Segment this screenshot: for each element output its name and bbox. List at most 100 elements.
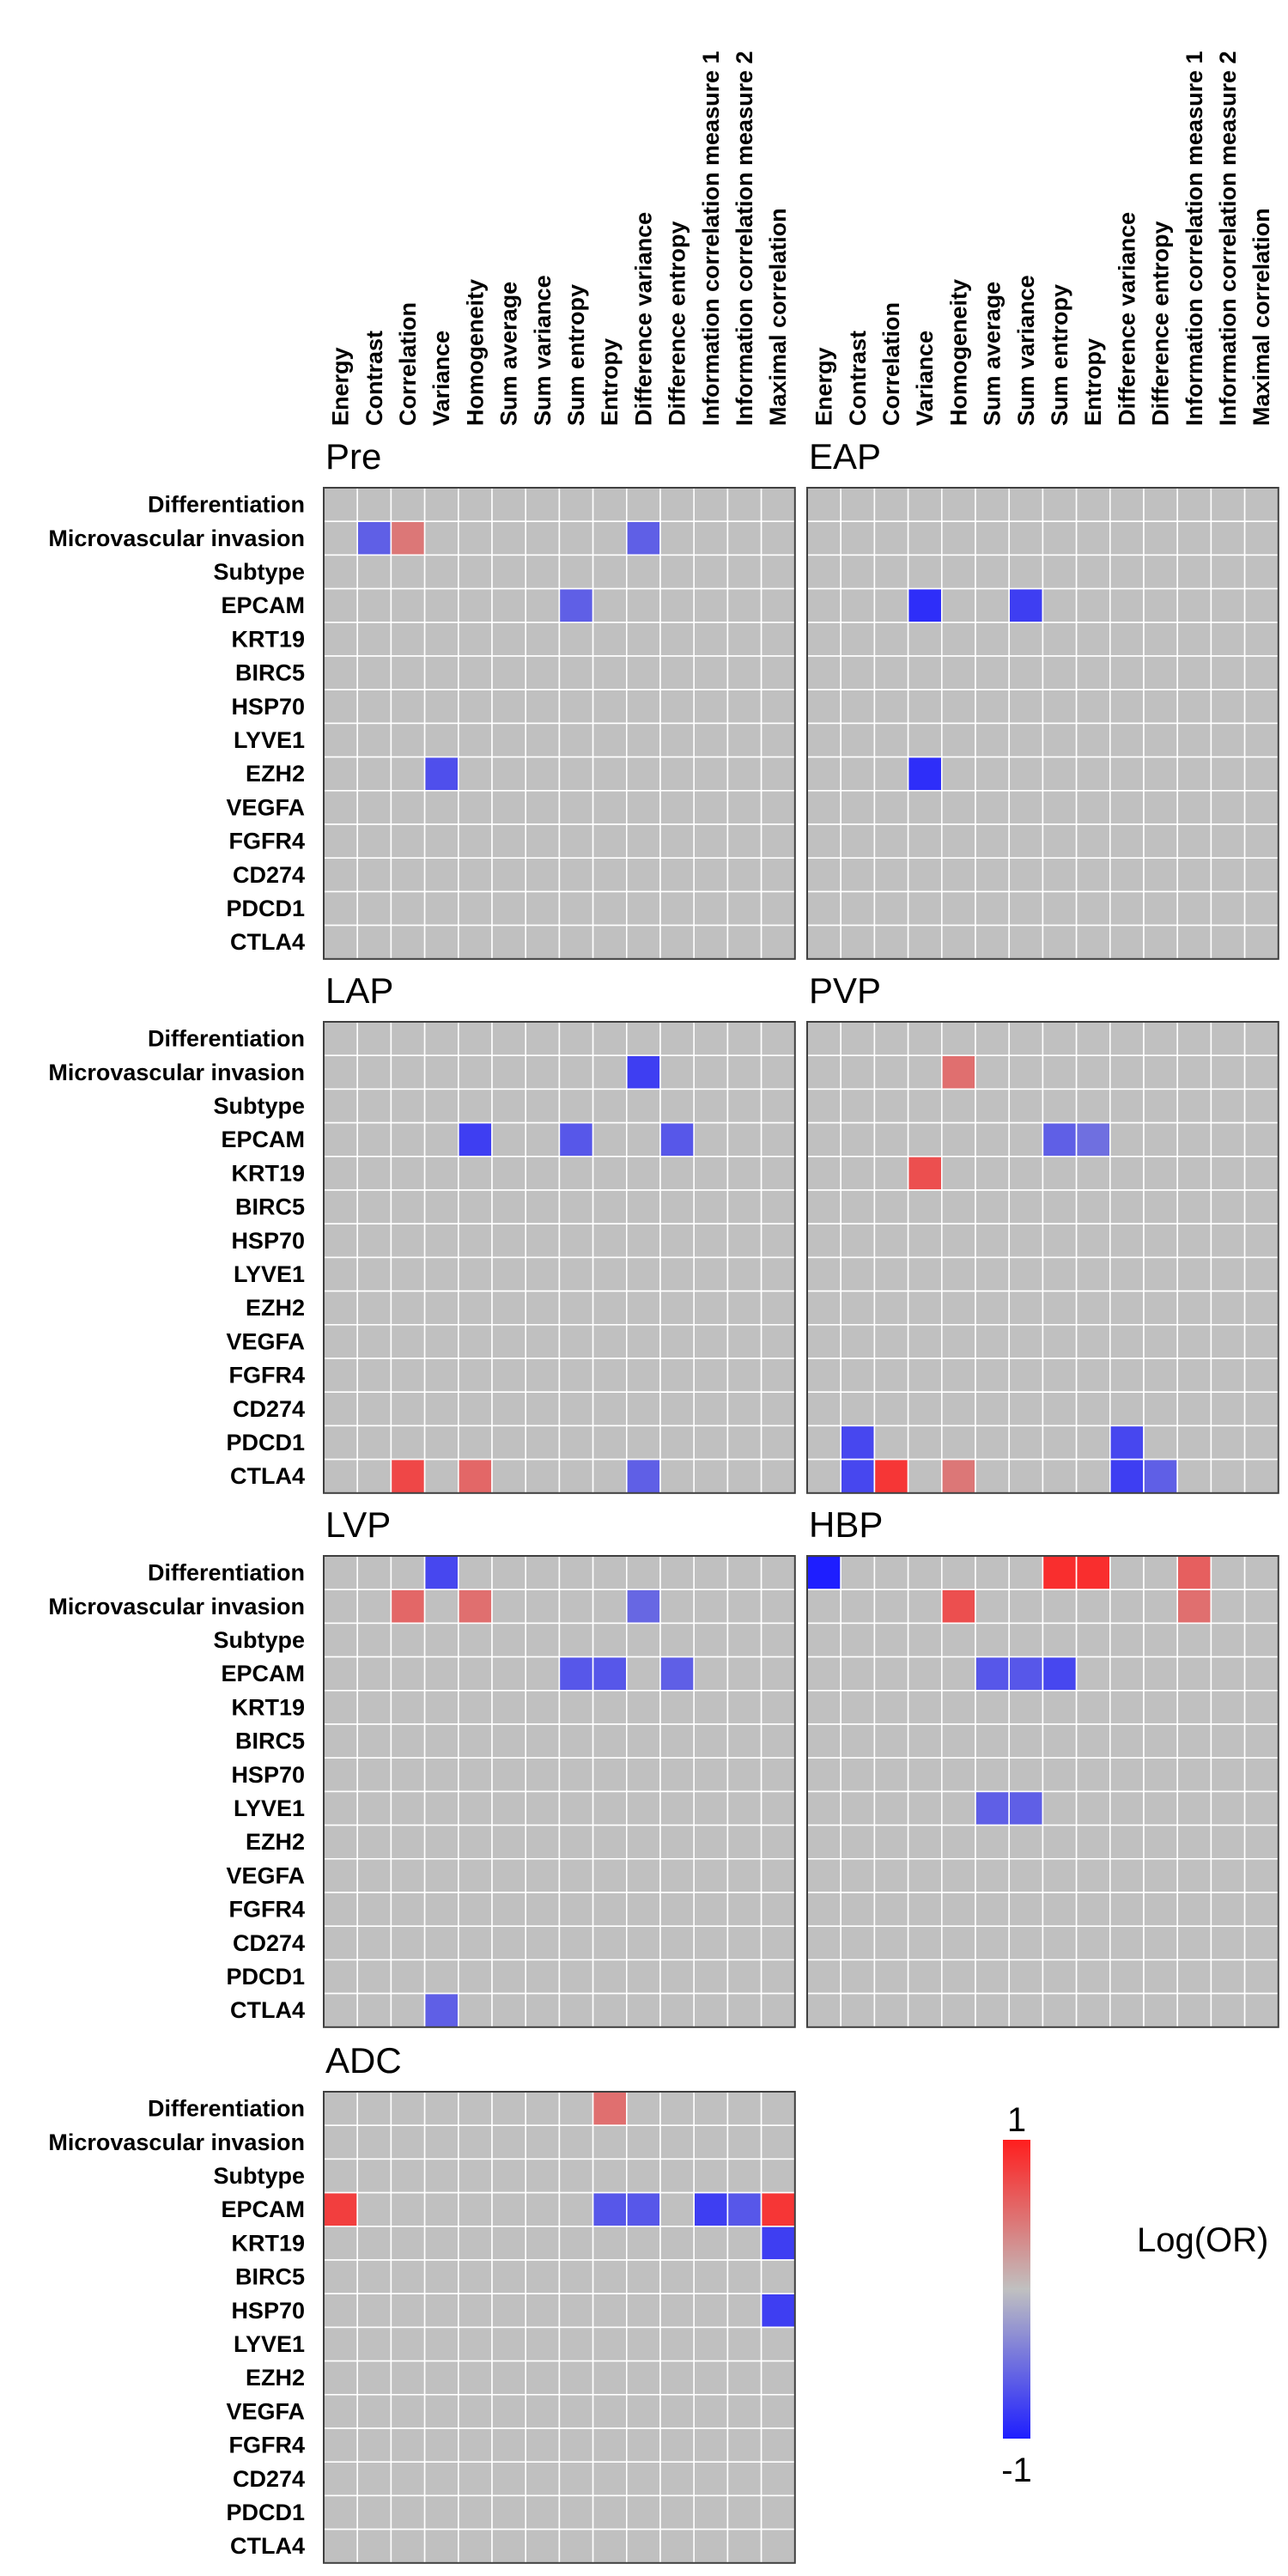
heatmap-cell	[558, 1824, 594, 1860]
heatmap-cell	[1008, 1189, 1044, 1225]
heatmap-cell	[457, 1992, 493, 2028]
heatmap-cell	[625, 1690, 661, 1725]
heatmap-cell	[323, 789, 359, 825]
heatmap-cell	[1243, 857, 1279, 893]
heatmap-cell	[457, 1088, 493, 1124]
heatmap-cell	[726, 487, 762, 523]
heatmap-cell	[1008, 1156, 1044, 1191]
heatmap-cell	[423, 621, 459, 657]
heatmap-cell	[592, 890, 628, 927]
heatmap-cell	[457, 2191, 493, 2227]
row-label: KRT19	[231, 1160, 305, 1186]
heatmap-cell	[356, 2494, 392, 2530]
row-label: CTLA4	[230, 2533, 305, 2559]
heatmap-cell-colored	[907, 587, 943, 623]
heatmap-cell	[659, 1088, 696, 1124]
heatmap-cell	[840, 1925, 876, 1961]
heatmap-cell	[693, 789, 729, 825]
heatmap-cell	[659, 1223, 696, 1259]
heatmap-cell	[625, 1959, 661, 1995]
heatmap-cell	[907, 1790, 943, 1826]
heatmap-cell	[491, 1757, 527, 1793]
heatmap-cell	[491, 2191, 527, 2227]
heatmap-cell	[491, 621, 527, 657]
heatmap-cell	[558, 1290, 594, 1326]
heatmap-cell	[1008, 1290, 1044, 1326]
heatmap-cell-colored	[390, 1458, 426, 1494]
heatmap-cell	[1176, 520, 1212, 556]
heatmap-cell	[592, 689, 628, 725]
heatmap-cell	[659, 1925, 696, 1961]
heatmap-cell	[558, 2494, 594, 2530]
heatmap-cell	[659, 1458, 696, 1494]
heatmap-cell	[693, 2158, 729, 2194]
heatmap-cell	[1143, 1156, 1179, 1191]
heatmap-cell	[1143, 1656, 1179, 1692]
heatmap-cell	[726, 1622, 762, 1658]
heatmap-cell-colored	[625, 1054, 661, 1091]
panel-adc: ADC Differentiation Microvascular invasion…	[48, 2040, 796, 2564]
heatmap-cell	[390, 2394, 426, 2429]
heatmap-cell	[525, 587, 561, 623]
heatmap-cell	[323, 1622, 359, 1658]
heatmap-cell	[1210, 722, 1246, 758]
heatmap-cell	[840, 1189, 876, 1225]
heatmap-cell	[840, 789, 876, 825]
heatmap-cell	[726, 789, 762, 825]
heatmap-cell	[873, 890, 909, 927]
row-label: KRT19	[231, 2230, 305, 2256]
heatmap-cell	[1075, 789, 1111, 825]
row-label: HSP70	[231, 694, 305, 720]
heatmap-cell	[726, 2360, 762, 2396]
heatmap-cell	[1042, 890, 1078, 927]
heatmap-cell	[693, 1959, 729, 1995]
heatmap-cell	[1210, 587, 1246, 623]
heatmap-cell	[525, 2091, 561, 2127]
row-label: VEGFA	[226, 2398, 305, 2424]
heatmap-cell	[1243, 890, 1279, 927]
heatmap-cell	[873, 823, 909, 860]
heatmap-cell	[457, 1790, 493, 1826]
heatmap-cell	[1075, 1391, 1111, 1427]
row-label: PDCD1	[226, 896, 305, 921]
heatmap-cell	[625, 655, 661, 691]
heatmap-cell	[941, 655, 976, 691]
heatmap-cell	[1210, 655, 1246, 691]
heatmap-cell	[975, 1088, 1011, 1124]
heatmap-cell	[525, 2427, 561, 2464]
heatmap-cell	[941, 487, 976, 523]
heatmap-cell	[1176, 1790, 1212, 1826]
heatmap-cell	[356, 1223, 392, 1259]
heatmap-cell	[625, 1858, 661, 1893]
heatmap-cell	[558, 1021, 594, 1057]
heatmap-cell	[390, 689, 426, 725]
heatmap-cell	[592, 2124, 628, 2160]
heatmap-cell	[693, 1790, 729, 1826]
heatmap-cell	[1042, 1892, 1078, 1928]
heatmap-cell	[1008, 1358, 1044, 1394]
heatmap-cell	[1143, 1622, 1179, 1658]
heatmap-cell	[625, 1824, 661, 1860]
heatmap-cell	[1243, 1589, 1279, 1625]
heatmap-cell	[1176, 554, 1212, 590]
heatmap-cell	[390, 2124, 426, 2160]
heatmap-cell	[840, 554, 876, 590]
heatmap-cell	[390, 1054, 426, 1091]
heatmap-cell	[356, 1021, 392, 1057]
heatmap-cell	[693, 1723, 729, 1759]
heatmap-cell	[975, 587, 1011, 623]
heatmap-cell	[390, 1121, 426, 1157]
row-label: VEGFA	[226, 794, 305, 820]
heatmap-cell	[323, 1992, 359, 2028]
heatmap-cell	[659, 655, 696, 691]
heatmap-cell-colored	[1075, 1555, 1111, 1591]
heatmap-cell	[693, 1021, 729, 1057]
heatmap-cell	[423, 2091, 459, 2127]
row-label: VEGFA	[226, 1328, 305, 1354]
heatmap-cell	[726, 1925, 762, 1961]
heatmap-cell	[693, 1425, 729, 1461]
heatmap-cell	[975, 1622, 1011, 1658]
heatmap-cell	[390, 1021, 426, 1057]
heatmap-cell	[1176, 1858, 1212, 1893]
heatmap-cell	[390, 924, 426, 960]
